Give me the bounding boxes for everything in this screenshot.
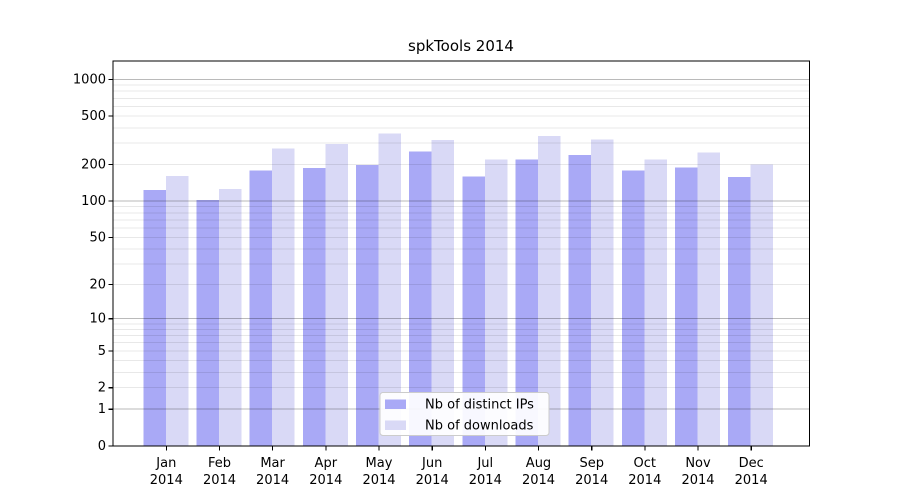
x-axis-tick-label-year: 2014	[203, 473, 236, 488]
bar-downloads-jun	[431, 139, 455, 446]
bar-distinct-ips-apr	[302, 167, 326, 447]
bar-distinct-ips-sep	[568, 154, 592, 446]
x-axis-tick-label-year: 2014	[628, 473, 661, 488]
bar-downloads-nov	[697, 152, 720, 446]
legend-label-distinct-ips: Nb of distinct IPs	[425, 398, 534, 413]
bar-distinct-ips-jul	[462, 176, 485, 446]
x-axis-tick-label-month: Jan	[155, 456, 176, 471]
bar-downloads-jul	[484, 159, 508, 447]
bar-distinct-ips-nov	[675, 167, 698, 446]
x-axis-tick-label-year: 2014	[309, 473, 342, 488]
y-axis-tick-label: 100	[81, 194, 106, 209]
bar-distinct-ips-jan	[143, 190, 166, 446]
bar-distinct-ips-dec	[728, 177, 751, 446]
y-axis-tick-label: 1000	[73, 72, 106, 87]
y-axis-tick-label: 0	[98, 439, 106, 454]
x-axis-tick-label-year: 2014	[362, 473, 395, 488]
x-axis-tick-label-year: 2014	[150, 473, 183, 488]
x-axis-tick-label-month: Mar	[260, 456, 285, 471]
x-axis-tick-label-month: Dec	[739, 456, 764, 471]
bar-downloads-sep	[591, 139, 614, 446]
bar-distinct-ips-feb	[196, 200, 219, 446]
bar-downloads-dec	[750, 164, 774, 447]
bar-downloads-jan	[165, 176, 189, 446]
x-axis-tick-label-month: Jul	[476, 456, 493, 471]
bar-distinct-ips-oct	[621, 170, 645, 446]
bar-downloads-apr	[325, 144, 348, 446]
y-axis-tick-label: 200	[81, 158, 106, 173]
x-axis-tick-label-month: Feb	[208, 456, 231, 471]
legend-label-downloads: Nb of downloads	[425, 419, 534, 434]
bar-downloads-aug	[538, 135, 561, 446]
bar-distinct-ips-mar	[249, 170, 273, 446]
x-axis-tick-label-year: 2014	[469, 473, 502, 488]
y-axis-tick-label: 1	[98, 402, 106, 417]
bar-distinct-ips-may	[356, 165, 379, 446]
plot-area: 0 1 2 5 10 20 50 100 200 500 1000 Jan 2014 Feb 2014 Mar…	[73, 60, 811, 488]
legend-swatch-distinct-ips	[385, 399, 406, 409]
y-axis-tick-label: 500	[81, 109, 106, 124]
bars	[143, 133, 774, 447]
y-axis-tick-label: 5	[98, 344, 106, 359]
legend-swatch-downloads	[385, 420, 406, 430]
bar-downloads-oct	[644, 159, 667, 447]
y-axis-tick-label: 2	[98, 381, 106, 396]
y-axis-tick-label: 20	[89, 277, 106, 292]
x-axis-tick-label-month: Apr	[315, 456, 338, 471]
x-axis-tick-label-month: Aug	[526, 456, 551, 471]
x-axis-tick-label-month: May	[366, 456, 393, 471]
x-axis-tick-label-month: Nov	[685, 456, 711, 471]
x-axis-tick-label-year: 2014	[416, 473, 449, 488]
x-axis-tick-label-year: 2014	[256, 473, 289, 488]
bar-distinct-ips-aug	[515, 159, 538, 447]
x-axis: Jan 2014 Feb 2014 Mar 2014 Apr 2014 May 2014 Jun 20…	[150, 446, 768, 488]
x-axis-tick-label-month: Sep	[579, 456, 604, 471]
y-axis-tick-label: 10	[89, 312, 106, 327]
legend-box	[379, 392, 550, 436]
gridlines	[113, 78, 809, 410]
x-axis-tick-label-year: 2014	[522, 473, 555, 488]
bar-downloads-feb	[219, 188, 242, 446]
bar-distinct-ips-jun	[409, 151, 432, 446]
bar-downloads-may	[378, 133, 401, 446]
y-axis: 0 1 2 5 10 20 50 100 200 500 1000	[73, 72, 113, 454]
x-axis-tick-label-month: Jun	[421, 456, 442, 471]
x-axis-tick-label-year: 2014	[735, 473, 768, 488]
chart-title: spkTools 2014	[408, 37, 514, 55]
bar-downloads-mar	[272, 148, 295, 446]
y-axis-tick-label: 50	[89, 230, 106, 245]
axes-frame	[112, 60, 811, 447]
x-axis-tick-label-year: 2014	[681, 473, 714, 488]
legend: Nb of distinct IPs Nb of downloads	[379, 392, 550, 436]
x-axis-tick-label-year: 2014	[575, 473, 608, 488]
x-axis-tick-label-month: Oct	[634, 456, 656, 471]
